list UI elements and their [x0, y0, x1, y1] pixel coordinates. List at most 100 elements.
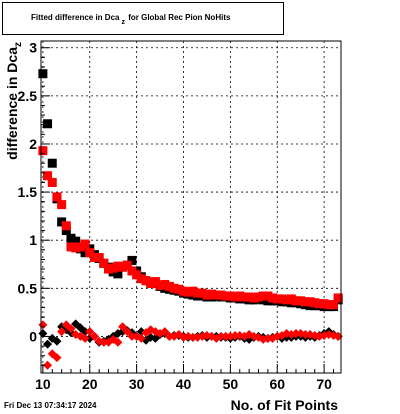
data-point: [71, 243, 81, 253]
data-point: [268, 293, 278, 303]
title-subscript: z: [121, 19, 125, 26]
x-tick-label: 50: [223, 376, 239, 392]
data-point: [155, 280, 165, 290]
y-tick-label: 2: [29, 136, 37, 152]
x-tick-label: 10: [35, 376, 51, 392]
data-point: [263, 333, 273, 343]
data-point: [61, 226, 71, 236]
data-point: [193, 288, 203, 298]
data-point: [230, 292, 240, 302]
data-point: [80, 327, 90, 337]
data-point: [254, 292, 263, 302]
data-point: [272, 294, 282, 304]
data-point: [122, 260, 132, 270]
grid: [41, 41, 341, 373]
data-point: [80, 248, 90, 258]
x-axis-title: No. of Fit Points: [231, 397, 339, 413]
data-point: [333, 293, 343, 303]
plot-frame: [40, 40, 342, 374]
data-point: [258, 291, 268, 301]
data-point: [235, 291, 245, 301]
data-point: [244, 292, 254, 302]
data-point: [197, 288, 207, 298]
data-point: [146, 279, 156, 289]
x-tick-label: 20: [82, 376, 98, 392]
series-1: [38, 69, 343, 312]
data-point: [310, 298, 320, 308]
data-point: [188, 286, 198, 296]
data-point: [89, 331, 99, 341]
data-point: [38, 146, 48, 156]
data-point: [104, 264, 113, 274]
data-point: [99, 337, 109, 347]
data-point: [118, 322, 128, 332]
data-point: [89, 253, 99, 263]
data-point: [319, 299, 329, 309]
data-point: [216, 331, 226, 341]
data-point: [164, 331, 174, 341]
data-point: [108, 263, 118, 273]
series-4: [38, 320, 343, 370]
data-point: [52, 336, 62, 346]
x-tick-label: 60: [269, 376, 285, 392]
title-suffix: for Global Rec Pion NoHits: [128, 13, 231, 22]
data-point: [164, 281, 174, 291]
data-point: [75, 242, 85, 252]
y-axis-title: difference in Dcaz: [4, 42, 24, 160]
data-point: [282, 295, 292, 305]
data-point: [66, 324, 76, 334]
data-point: [38, 320, 48, 330]
data-point: [291, 329, 301, 339]
datestamp: Fri Dec 13 07:34:17 2024: [4, 401, 97, 410]
data-point: [127, 255, 137, 265]
y-tick-label: 0: [29, 328, 37, 344]
data-markers: [38, 69, 343, 370]
data-point: [80, 239, 90, 249]
data-point: [43, 360, 53, 370]
data-point: [43, 171, 53, 181]
data-point: [300, 330, 310, 340]
data-point: [52, 353, 62, 363]
data-point: [127, 266, 137, 276]
series-2: [38, 146, 343, 310]
y-tick-label: 2.5: [18, 88, 38, 104]
data-point: [132, 270, 142, 280]
data-point: [136, 274, 146, 284]
data-point: [113, 269, 123, 279]
data-point: [221, 331, 231, 341]
data-point: [118, 262, 128, 272]
data-point: [57, 327, 67, 337]
data-point: [169, 283, 179, 293]
axis-ticks: [41, 47, 334, 373]
data-point: [43, 339, 53, 349]
data-point: [113, 337, 123, 347]
x-tick-label: 30: [129, 376, 145, 392]
data-point: [47, 177, 57, 187]
data-point: [286, 294, 296, 304]
data-point: [85, 248, 95, 258]
data-point: [85, 327, 95, 337]
data-point: [127, 331, 137, 341]
data-point: [249, 293, 259, 303]
data-point: [333, 331, 343, 341]
data-point: [160, 279, 170, 289]
data-point: [263, 296, 273, 306]
title-box: Fitted difference in Dcaz for Global Rec…: [2, 2, 284, 35]
data-point: [188, 332, 198, 342]
data-point: [113, 261, 123, 271]
data-point: [179, 286, 188, 296]
data-point: [300, 297, 310, 307]
data-point: [61, 221, 71, 231]
y-axis-title-main: difference in Dca: [4, 47, 20, 160]
tick-labels: 10 20 30 40 50 60 70 0 0.5 1 1.5 2 2.5 3: [18, 40, 333, 392]
data-point: [183, 287, 193, 297]
data-point: [80, 333, 90, 343]
data-point: [71, 236, 81, 246]
data-point: [47, 158, 57, 168]
data-point: [225, 291, 235, 301]
data-point: [99, 258, 109, 268]
data-point: [263, 291, 273, 301]
data-point: [305, 297, 315, 307]
data-point: [174, 284, 184, 294]
